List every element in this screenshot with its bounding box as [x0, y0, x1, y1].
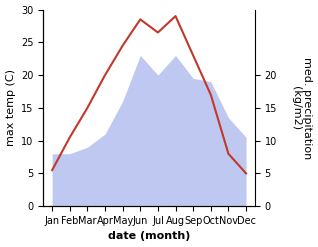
Y-axis label: med. precipitation
(kg/m2): med. precipitation (kg/m2) [291, 57, 313, 159]
X-axis label: date (month): date (month) [108, 231, 190, 242]
Y-axis label: max temp (C): max temp (C) [5, 69, 16, 146]
